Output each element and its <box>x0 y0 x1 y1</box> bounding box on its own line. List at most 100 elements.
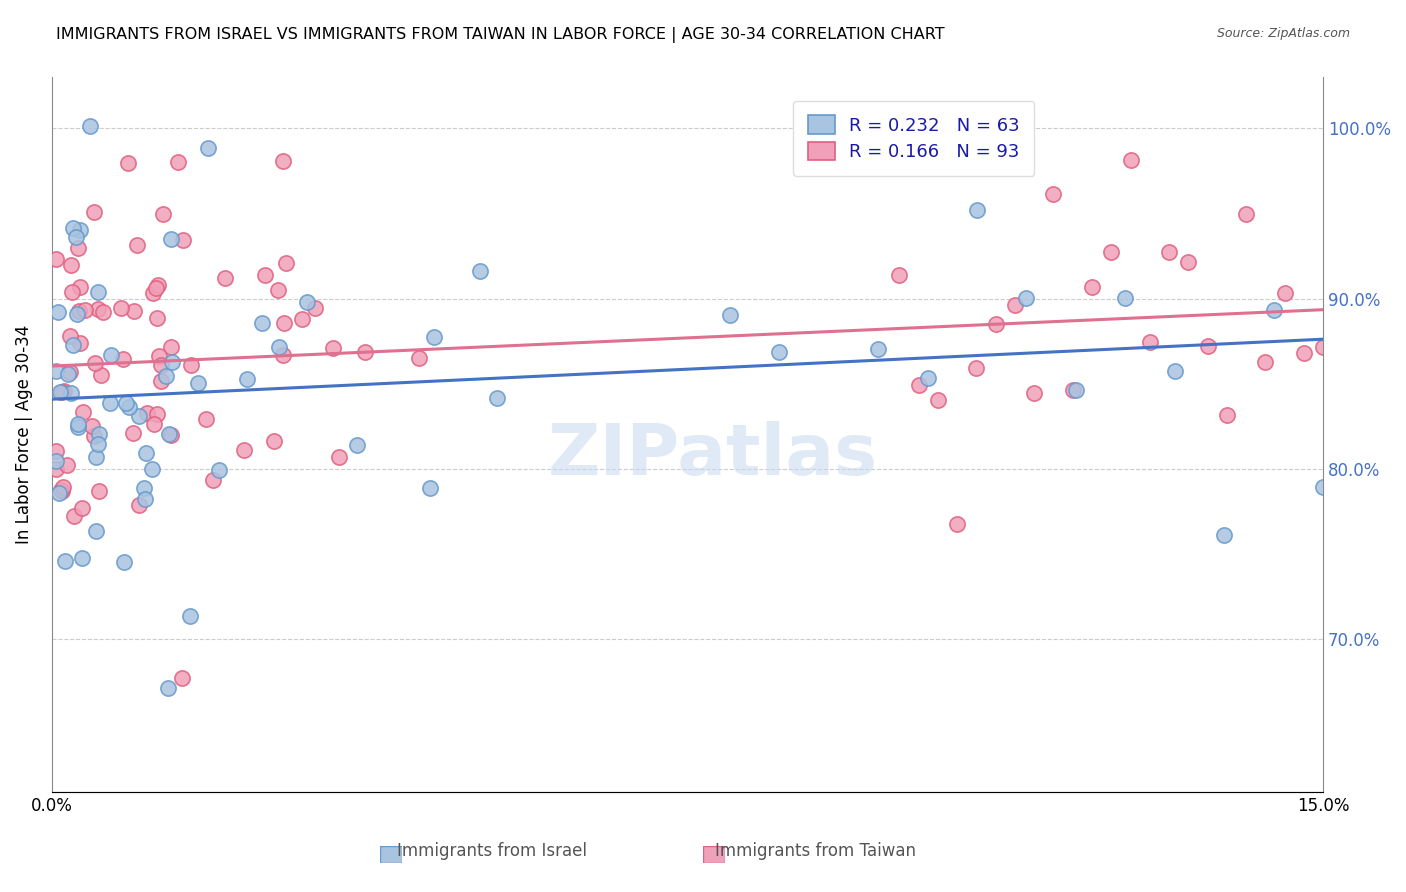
Point <box>148 278 170 293</box>
Point <box>148 349 170 363</box>
Point <box>160 427 183 442</box>
Point <box>1099 245 1122 260</box>
Point <box>1254 355 1277 369</box>
Point <box>1312 480 1334 494</box>
Point <box>70 501 93 516</box>
Point <box>907 377 929 392</box>
Point <box>87 285 110 300</box>
Point <box>84 450 107 464</box>
Point <box>817 131 839 145</box>
Text: Immigrants from Taiwan: Immigrants from Taiwan <box>716 842 915 860</box>
Point <box>142 417 165 431</box>
Point <box>423 330 446 344</box>
Point <box>146 311 169 326</box>
Point <box>49 483 72 497</box>
Text: Immigrants from Israel: Immigrants from Israel <box>396 842 588 860</box>
Point <box>79 119 101 133</box>
Point <box>118 400 141 414</box>
Point <box>65 230 87 244</box>
Point <box>156 681 179 696</box>
Point <box>72 405 94 419</box>
Point <box>194 412 217 426</box>
Point <box>291 311 314 326</box>
Point <box>66 417 89 431</box>
Point <box>187 376 209 391</box>
Point <box>110 301 132 315</box>
Point <box>121 426 143 441</box>
Point <box>117 156 139 170</box>
Point <box>159 232 181 246</box>
Point <box>69 279 91 293</box>
Point <box>84 524 107 539</box>
Point <box>470 264 492 278</box>
Point <box>46 304 69 318</box>
Point <box>353 345 375 359</box>
Point <box>1213 528 1236 542</box>
Point <box>946 517 969 532</box>
Point <box>111 351 134 366</box>
Point <box>1157 245 1180 260</box>
Point <box>51 384 73 399</box>
Point <box>67 304 90 318</box>
Point <box>966 203 988 218</box>
Point <box>69 335 91 350</box>
Point <box>1292 346 1315 360</box>
Point <box>75 302 97 317</box>
Point <box>271 153 294 168</box>
Point <box>927 392 949 407</box>
Point <box>263 434 285 449</box>
Point <box>208 463 231 477</box>
Point <box>1312 340 1334 354</box>
Point <box>80 419 103 434</box>
Text: IMMIGRANTS FROM ISRAEL VS IMMIGRANTS FROM TAIWAN IN LABOR FORCE | AGE 30-34 CORR: IMMIGRANTS FROM ISRAEL VS IMMIGRANTS FRO… <box>56 27 945 43</box>
Point <box>56 458 79 472</box>
Point <box>60 258 83 272</box>
Point <box>236 372 259 386</box>
Point <box>180 358 202 372</box>
Point <box>1004 298 1026 312</box>
Point <box>62 338 84 352</box>
Point <box>59 365 82 379</box>
Point <box>1164 364 1187 378</box>
Point <box>66 307 89 321</box>
Point <box>328 450 350 464</box>
Point <box>297 294 319 309</box>
Point <box>45 443 67 458</box>
Point <box>197 141 219 155</box>
Point <box>486 392 509 406</box>
Point <box>1119 153 1142 167</box>
Point <box>48 486 70 500</box>
Point <box>868 342 890 356</box>
Point <box>142 285 165 300</box>
Point <box>250 317 273 331</box>
Point <box>304 301 326 316</box>
Point <box>172 671 194 685</box>
Point <box>917 371 939 385</box>
Point <box>1197 339 1219 353</box>
Point <box>83 429 105 443</box>
Point <box>132 481 155 495</box>
Point <box>100 347 122 361</box>
Point <box>1177 255 1199 269</box>
Point <box>59 385 82 400</box>
Point <box>145 280 167 294</box>
Point <box>114 395 136 409</box>
Point <box>1216 409 1239 423</box>
Point <box>1139 334 1161 349</box>
Y-axis label: In Labor Force | Age 30-34: In Labor Force | Age 30-34 <box>15 325 32 544</box>
Point <box>254 268 277 282</box>
Point <box>127 237 149 252</box>
Text: Source: ZipAtlas.com: Source: ZipAtlas.com <box>1216 27 1350 40</box>
Point <box>49 385 72 400</box>
Legend: R = 0.232   N = 63, R = 0.166   N = 93: R = 0.232 N = 63, R = 0.166 N = 93 <box>793 101 1035 176</box>
Point <box>276 256 298 270</box>
Point <box>90 368 112 382</box>
Point <box>273 316 295 330</box>
Point <box>89 426 111 441</box>
Point <box>1064 383 1087 397</box>
Point <box>1062 383 1084 397</box>
Point <box>149 358 172 372</box>
Point <box>1274 285 1296 300</box>
Point <box>1114 292 1136 306</box>
Point <box>128 409 150 423</box>
